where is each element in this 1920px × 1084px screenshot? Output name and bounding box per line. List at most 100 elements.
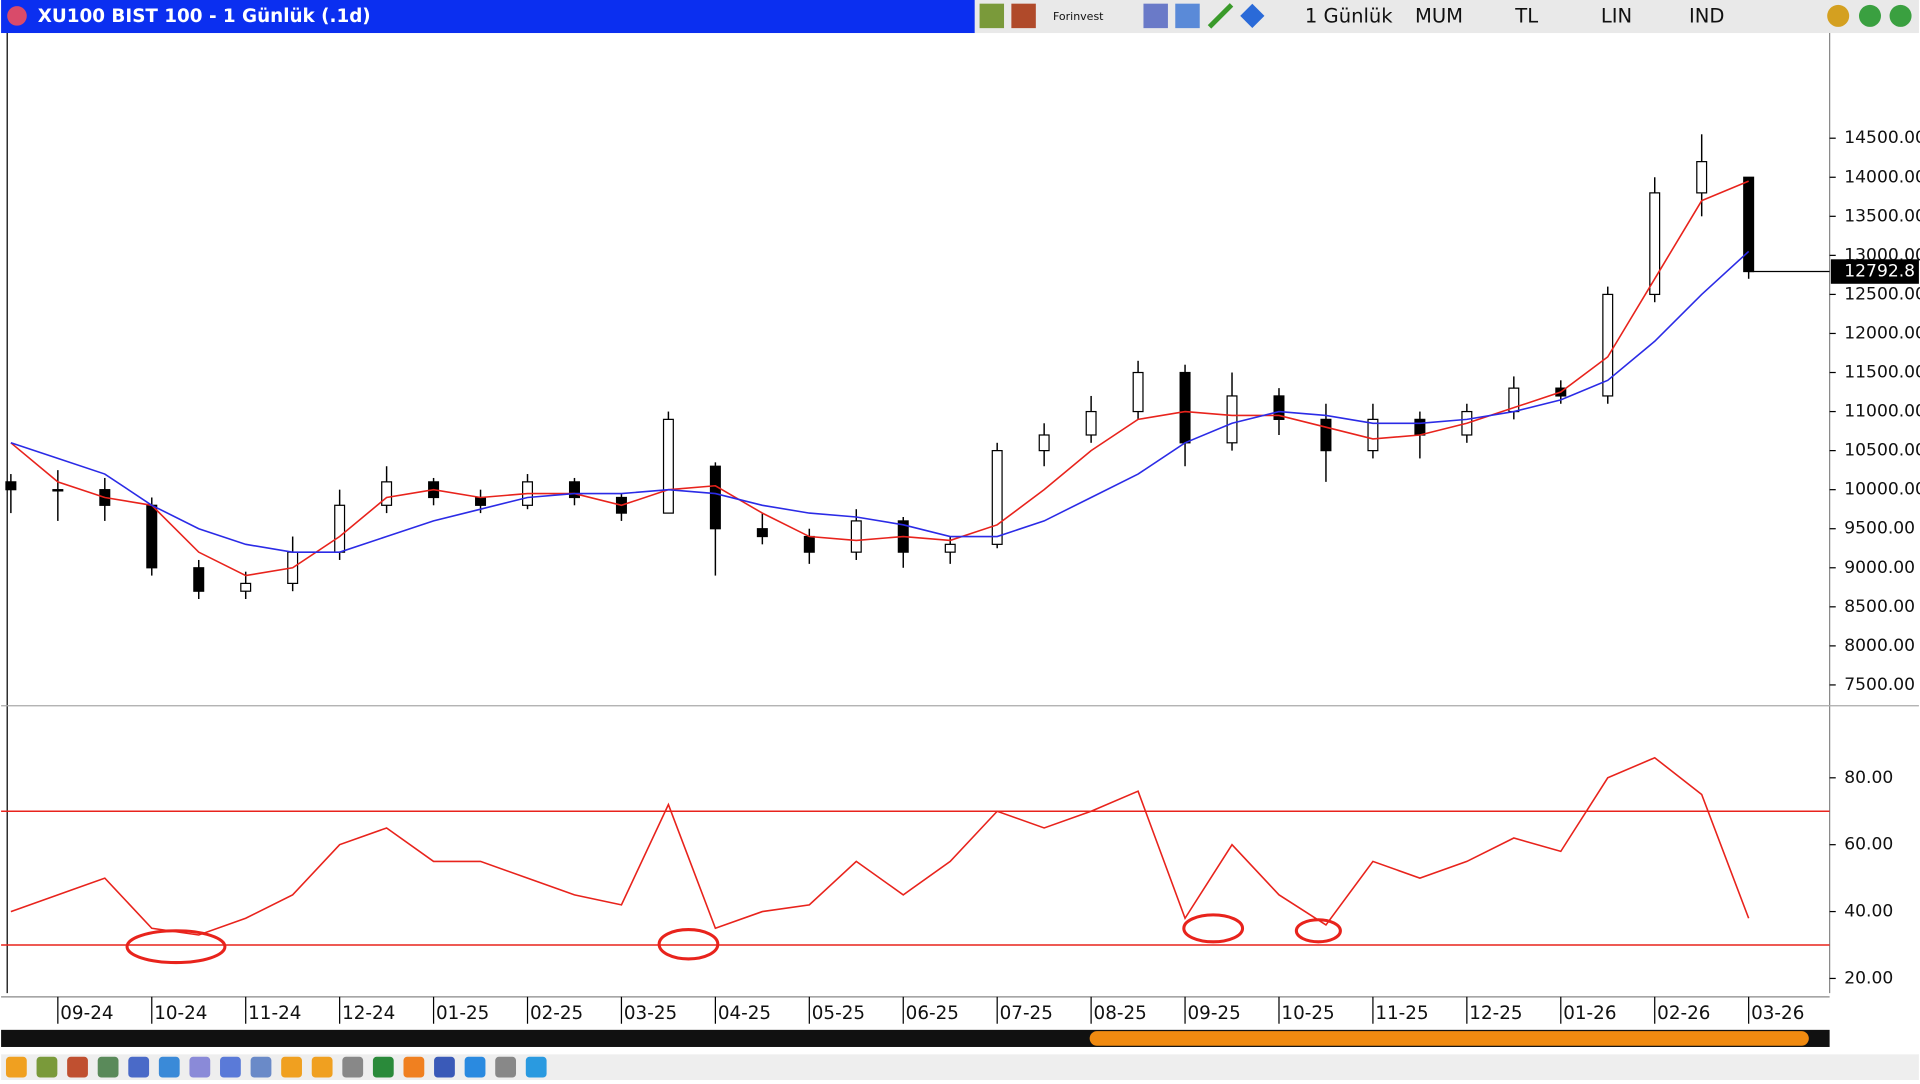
icon[interactable] [1143, 3, 1168, 29]
tool-icon[interactable] [128, 1056, 150, 1078]
x-tick-label: 02-25 [530, 1003, 583, 1024]
tool-icon[interactable] [97, 1056, 119, 1078]
x-tick-label: 09-25 [1187, 1003, 1240, 1024]
x-tick-label: 09-24 [60, 1003, 113, 1024]
candle-body [1132, 371, 1144, 413]
annotation-circle [1182, 913, 1245, 944]
x-tick-label: 02-26 [1657, 1003, 1710, 1024]
x-tick-label: 07-25 [1000, 1003, 1053, 1024]
toolbar-item[interactable]: Forinvest [1053, 10, 1104, 23]
candle-body [1226, 395, 1238, 444]
close-button[interactable] [7, 6, 27, 26]
tool-icon[interactable] [434, 1056, 455, 1078]
toolbar-item[interactable]: 1 Günlük [1305, 5, 1393, 28]
y-tick-label: 14000.00 [1844, 167, 1920, 187]
y-tick-label: 11000.00 [1844, 402, 1920, 422]
y-tick-label: 8500.00 [1844, 597, 1915, 617]
candle-body [1649, 192, 1661, 296]
tool-icon[interactable] [36, 1056, 58, 1078]
x-tick-label: 11-25 [1375, 1003, 1428, 1024]
candle-body [568, 481, 580, 499]
candle-body [850, 520, 862, 553]
last-price-label: 12792.8 [1844, 262, 1915, 282]
y-tick-label: 11500.00 [1844, 363, 1920, 383]
icon[interactable] [979, 3, 1005, 29]
tool-icon[interactable] [281, 1056, 302, 1078]
candle-body [662, 418, 674, 514]
toolbar-item[interactable]: LIN [1601, 5, 1632, 28]
tool-icon[interactable] [403, 1056, 425, 1078]
tool-icon[interactable] [67, 1056, 88, 1078]
tool-icon[interactable] [372, 1056, 394, 1078]
candle-body [52, 489, 64, 492]
x-tick-label: 03-25 [624, 1003, 677, 1024]
y-tick-label: 14500.00 [1844, 128, 1920, 148]
x-tick-label: 06-25 [906, 1003, 959, 1024]
candle-body [5, 481, 17, 491]
window-button[interactable] [1858, 4, 1881, 27]
toolbar-item[interactable]: TL [1514, 5, 1538, 28]
candle-body [240, 582, 252, 592]
scroll-thumb[interactable] [1089, 1031, 1809, 1046]
candle-body [944, 543, 956, 553]
x-tick-label: 12-25 [1469, 1003, 1522, 1024]
tool-icon[interactable] [342, 1056, 364, 1078]
y-tick-label: 8000.00 [1844, 636, 1915, 656]
icon[interactable] [1011, 3, 1036, 29]
candle-body [1038, 434, 1050, 452]
x-tick-label: 04-25 [718, 1003, 771, 1024]
toolbar-item[interactable]: IND [1689, 5, 1724, 28]
moving-average [10, 250, 1750, 553]
y-tick-label: 40.00 [1844, 902, 1893, 922]
candle-body [381, 481, 393, 506]
y-tick-label: 12500.00 [1844, 284, 1920, 304]
candle-body [1085, 410, 1097, 436]
y-tick-label: 13500.00 [1844, 206, 1920, 226]
annotation-circle [125, 929, 227, 965]
y-tick-label: 9000.00 [1844, 558, 1915, 578]
x-tick-label: 10-25 [1281, 1003, 1334, 1024]
rsi-line [10, 756, 1750, 936]
y-tick-label: 12000.00 [1844, 323, 1920, 343]
y-tick-label: 7500.00 [1844, 675, 1915, 695]
tool-icon[interactable] [495, 1056, 517, 1078]
icon[interactable] [1175, 3, 1200, 29]
tool-icon[interactable] [158, 1056, 180, 1078]
candle-body [1414, 418, 1426, 436]
y-tick-label: 9500.00 [1844, 519, 1915, 539]
tool-icon[interactable] [464, 1056, 486, 1078]
tool-icon[interactable] [311, 1056, 333, 1078]
y-tick-label: 80.00 [1844, 768, 1893, 788]
x-tick-label: 03-26 [1751, 1003, 1804, 1024]
toolbar-item[interactable]: MUM [1415, 5, 1463, 28]
window-button[interactable] [1889, 4, 1912, 27]
candle-body [1602, 293, 1614, 397]
tool-icon[interactable] [189, 1056, 211, 1078]
tool-icon[interactable] [220, 1056, 241, 1078]
candle-body [475, 496, 487, 506]
annotation-circle [657, 928, 720, 961]
y-tick-label: 60.00 [1844, 835, 1893, 855]
window-button[interactable] [1827, 4, 1850, 27]
candle-body [1273, 395, 1285, 420]
candle-body [334, 504, 346, 553]
window-title: XU100 BIST 100 - 1 Günlük (.1d) [38, 6, 371, 27]
tool-icon[interactable] [250, 1056, 272, 1078]
candle-body [1179, 371, 1191, 444]
x-tick-label: 11-24 [248, 1003, 301, 1024]
y-tick-label: 20.00 [1844, 968, 1893, 988]
x-tick-label: 08-25 [1094, 1003, 1147, 1024]
tool-icon[interactable] [5, 1056, 27, 1078]
candle-body [1320, 418, 1332, 452]
candle-body [1367, 418, 1379, 452]
candle-body [709, 465, 721, 530]
x-tick-label: 05-25 [812, 1003, 865, 1024]
moving-average [10, 180, 1749, 577]
icon[interactable] [1207, 3, 1234, 29]
candle-body [1743, 176, 1755, 273]
tool-icon[interactable] [525, 1056, 547, 1078]
x-tick-label: 12-24 [342, 1003, 395, 1024]
y-tick-label: 10000.00 [1844, 480, 1920, 500]
